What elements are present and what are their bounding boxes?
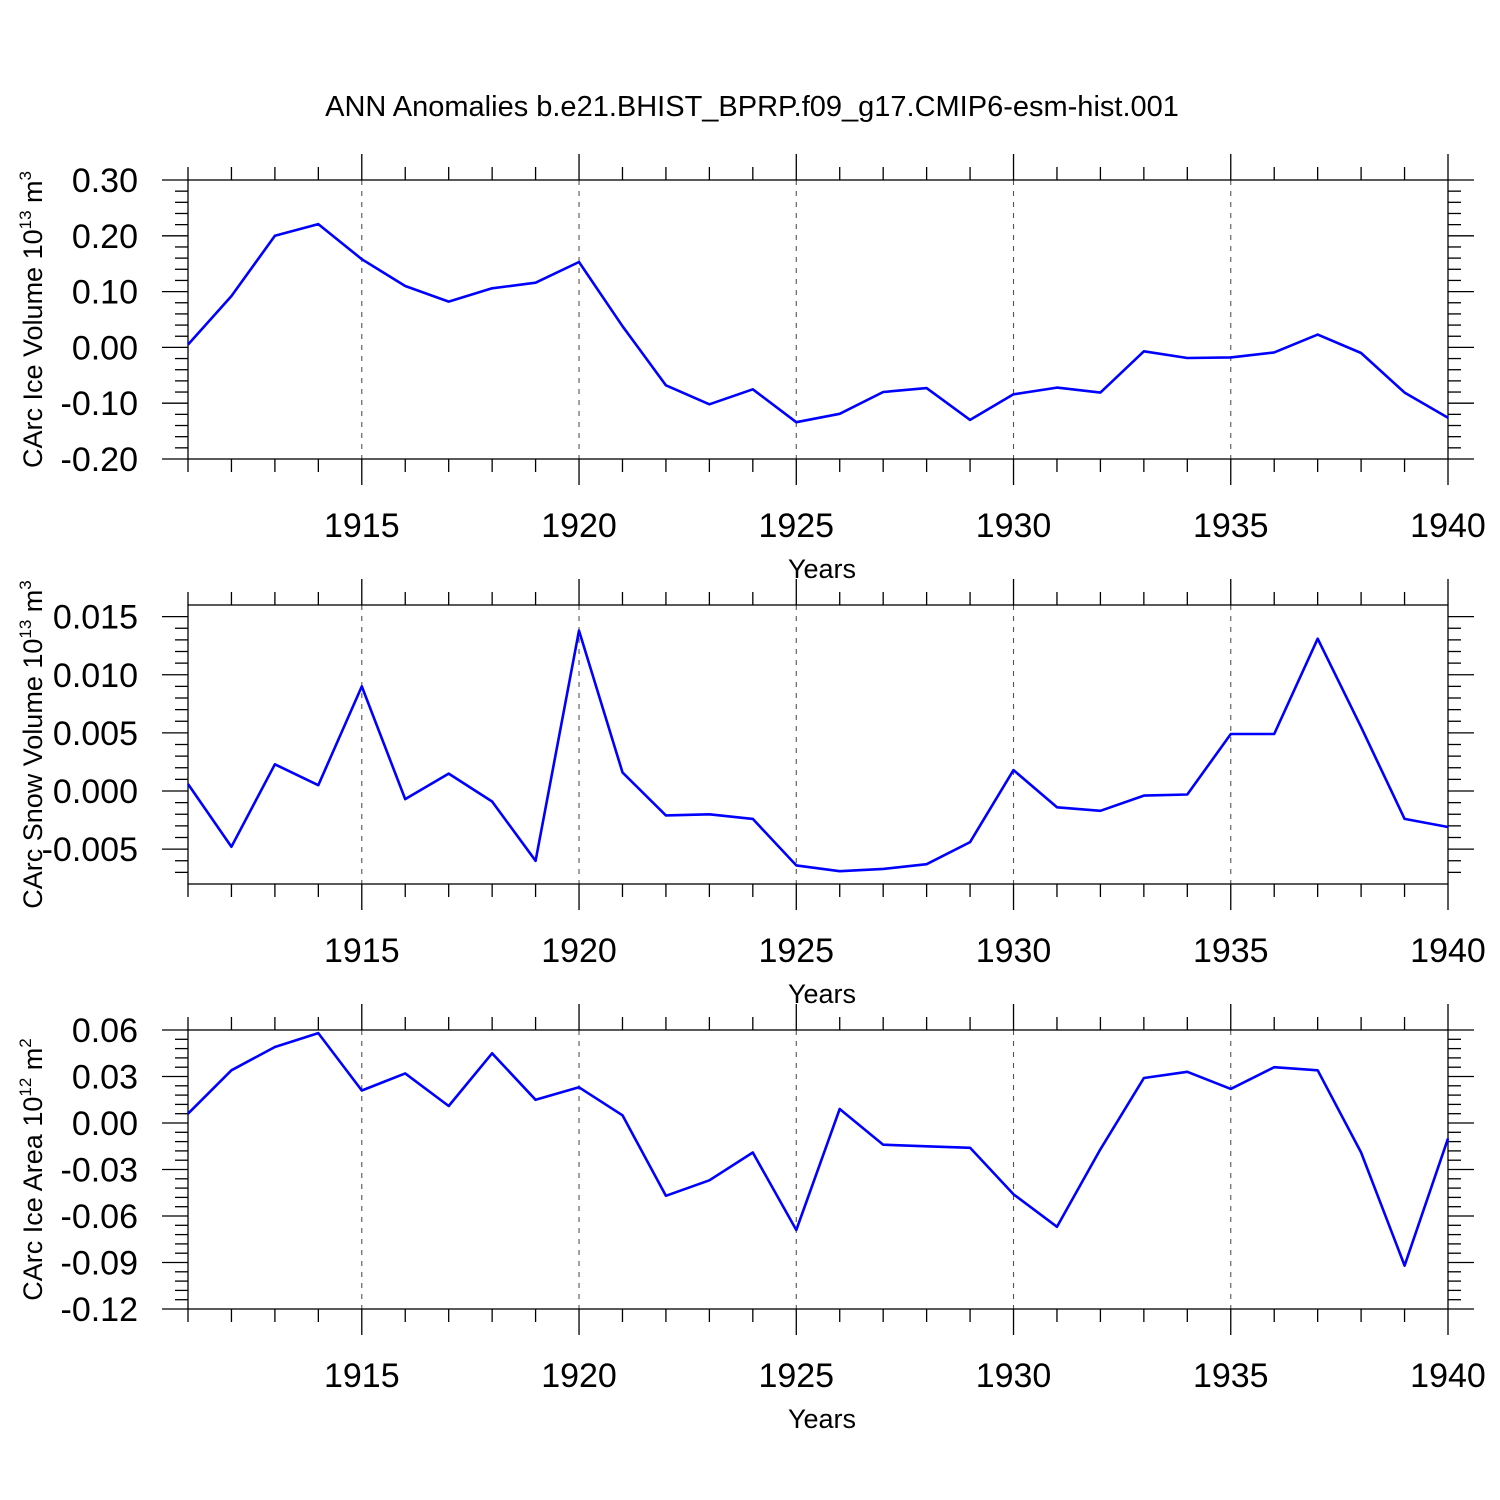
- x-tick-label: 1935: [1193, 507, 1269, 545]
- x-axis-label: Years: [788, 554, 856, 584]
- y-axis-label: CArc Ice Volume 1013 m3: [16, 171, 48, 468]
- y-tick-label: -0.20: [61, 441, 139, 479]
- y-tick-label: -0.06: [61, 1198, 139, 1236]
- y-tick-label: -0.005: [42, 831, 138, 869]
- y-tick-label: 0.06: [72, 1012, 138, 1050]
- panel-3: 0.06 0.03 0.00 -0.03 -0.06 -0.09 -0.12 1915 1920…: [16, 1004, 1486, 1434]
- y-tick-label: 0.20: [72, 218, 138, 256]
- x-tick-label: 1915: [324, 1357, 400, 1395]
- plot-frame: [187, 604, 1449, 885]
- y-tick-label: 0.010: [53, 657, 138, 695]
- y-tick-label: 0.00: [72, 1105, 138, 1143]
- panel-1: 0.30 0.20 0.10 0.00 -0.10 -0.20 1915 1920 1925 19…: [16, 154, 1486, 584]
- x-tick-label: 1920: [541, 507, 617, 545]
- x-tick-label: 1930: [976, 932, 1052, 970]
- y-tick-label: 0.015: [53, 599, 138, 637]
- x-tick-label: 1935: [1193, 1357, 1269, 1395]
- x-tick-label: 1915: [324, 932, 400, 970]
- x-tick-label: 1915: [324, 507, 400, 545]
- panel-2: 0.015 0.010 0.005 0.000 -0.005 1915 1920 1925 19…: [16, 579, 1486, 1009]
- x-tick-label: 1925: [758, 1357, 834, 1395]
- x-tick-label: 1935: [1193, 932, 1269, 970]
- x-tick-label: 1920: [541, 932, 617, 970]
- x-tick-label: 1925: [758, 507, 834, 545]
- y-tick-label: 0.10: [72, 274, 138, 312]
- y-tick-label: -0.12: [61, 1291, 139, 1329]
- y-axis-label: CArc Snow Volume 1013 m3: [16, 580, 48, 909]
- series-line: [187, 222, 1449, 424]
- y-tick-label: 0.00: [72, 329, 138, 367]
- y-tick-label: -0.09: [61, 1245, 139, 1283]
- y-tick-label: 0.30: [72, 162, 138, 200]
- x-tick-label: 1940: [1410, 1357, 1486, 1395]
- x-axis-label: Years: [788, 979, 856, 1009]
- y-tick-label: 0.005: [53, 715, 138, 753]
- plot-frame: [187, 179, 1449, 460]
- x-tick-label: 1930: [976, 507, 1052, 545]
- y-axis-label: CArc Ice Area 1012 m2: [16, 1038, 48, 1301]
- x-axis-label: Years: [788, 1404, 856, 1434]
- series-line: [187, 1031, 1450, 1267]
- y-tick-label: -0.03: [61, 1152, 139, 1190]
- figure-title: ANN Anomalies b.e21.BHIST_BPRP.f09_g17.C…: [325, 91, 1179, 123]
- x-tick-label: 1930: [976, 1357, 1052, 1395]
- x-tick-label: 1940: [1410, 507, 1486, 545]
- y-tick-label: 0.03: [72, 1059, 138, 1097]
- y-tick-label: -0.10: [61, 385, 139, 423]
- series-line: [186, 629, 1449, 873]
- x-tick-label: 1920: [541, 1357, 617, 1395]
- x-tick-label: 1925: [758, 932, 834, 970]
- y-tick-label: 0.000: [53, 773, 138, 811]
- x-tick-label: 1940: [1410, 932, 1486, 970]
